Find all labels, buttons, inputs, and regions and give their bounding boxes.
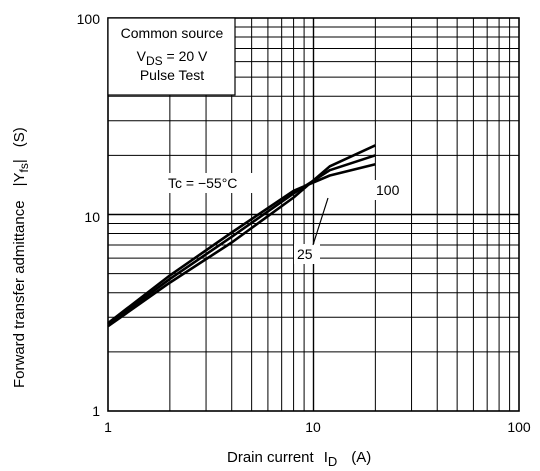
legend-line-vds: VDS = 20 V — [137, 48, 208, 68]
y-tick-10: 10 — [84, 209, 100, 225]
x-axis-title: Drain current ID (A) — [227, 449, 371, 469]
legend-frame — [107, 17, 236, 96]
legend-box: Common source VDS = 20 V Pulse Test — [107, 17, 236, 96]
curve-label-100: 100 — [376, 182, 400, 198]
tc-label-bg — [166, 173, 266, 193]
leader-25 — [312, 197, 329, 246]
y-tick-1: 1 — [92, 403, 100, 419]
curve-label-25: 25 — [297, 246, 313, 262]
curve-label-tc: Tc = −55°C — [168, 175, 237, 191]
curves — [107, 144, 376, 328]
x-tick-10: 10 — [305, 419, 321, 435]
series-line-100 — [107, 144, 376, 328]
label-100-bg — [374, 180, 406, 200]
y-tick-100: 100 — [77, 11, 101, 27]
legend-line-common-source: Common source — [121, 25, 224, 41]
grid — [108, 18, 519, 411]
series-line-25 — [107, 154, 376, 326]
label-25-bg — [294, 244, 320, 264]
plot-frame — [107, 17, 520, 412]
legend-vds-subscript: DS — [146, 54, 163, 68]
series-line-minus55 — [107, 163, 376, 325]
y-axis-title: Forward transfer admittance|Yfs|(S) — [11, 127, 31, 388]
x-tick-100: 100 — [507, 419, 531, 435]
x-tick-1: 1 — [104, 419, 112, 435]
legend-line-pulse-test: Pulse Test — [140, 67, 204, 83]
